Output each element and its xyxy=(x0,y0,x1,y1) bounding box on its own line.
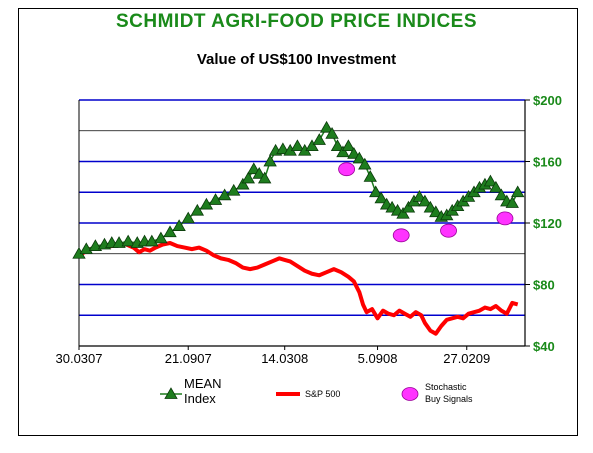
mean-index-point xyxy=(252,166,266,179)
legend-mean-marker xyxy=(164,387,178,399)
mean-index-point xyxy=(121,234,135,247)
mean-index-point xyxy=(276,142,290,155)
mean-index-point xyxy=(312,133,326,145)
mean-index-point xyxy=(489,180,503,193)
mean-index-point xyxy=(241,171,255,184)
mean-index-point xyxy=(363,170,377,182)
mean-index-point xyxy=(347,147,361,159)
x-tick-label: 14.0308 xyxy=(261,351,308,366)
mean-index-point xyxy=(163,225,177,238)
mean-index-point xyxy=(494,188,509,201)
mean-index-point xyxy=(330,139,345,152)
mean-index-point xyxy=(227,183,241,196)
sp500-line xyxy=(78,240,519,336)
mean-index-point xyxy=(145,234,159,247)
chart-subtitle: Value of US$100 Investment xyxy=(196,51,397,68)
y-tick-label: $40 xyxy=(533,339,555,354)
y-tick-label: $200 xyxy=(533,93,562,108)
mean-index-point xyxy=(172,219,186,231)
mean-index-point xyxy=(236,177,250,190)
mean-index-point xyxy=(79,242,93,255)
mean-index-point xyxy=(112,236,126,248)
legend-mean-label: Index xyxy=(184,391,216,406)
mean-index-point xyxy=(505,196,519,208)
x-tick-label: 21.0907 xyxy=(165,351,212,366)
mean-index-point xyxy=(181,211,195,224)
y-tick-label: $80 xyxy=(533,278,555,293)
mean-index-point xyxy=(154,231,168,244)
mean-index-point xyxy=(263,154,277,167)
buy-signal-point xyxy=(440,223,457,238)
mean-index-point xyxy=(199,197,214,210)
mean-index-point xyxy=(418,194,432,207)
mean-index-point xyxy=(88,239,103,251)
legend-signal-marker xyxy=(401,387,419,401)
mean-index-point xyxy=(257,171,272,184)
x-tick-label: 27.0209 xyxy=(443,351,490,366)
buy-signal-point xyxy=(496,211,514,226)
mean-index-point xyxy=(319,120,334,133)
mean-index-point xyxy=(396,206,410,219)
x-tick-label: 30.0307 xyxy=(56,351,103,366)
buy-signal-point xyxy=(392,228,410,243)
chart-title: SCHMIDT AGRI-FOOD PRICE INDICES xyxy=(115,11,478,32)
y-tick-label: $120 xyxy=(533,216,562,231)
legend-signal-label: Buy Signals xyxy=(425,394,473,404)
mean-index-point xyxy=(290,139,305,152)
y-tick-label: $160 xyxy=(533,155,562,170)
legend-signal-label: Stochastic xyxy=(425,382,467,392)
mean-index-point xyxy=(305,139,319,152)
mean-index-point xyxy=(247,162,261,175)
x-tick-label: 5.0908 xyxy=(358,351,398,366)
mean-index-point xyxy=(401,200,416,213)
legend-sp500-label: S&P 500 xyxy=(305,389,340,399)
mean-index-point xyxy=(325,127,339,139)
mean-index-point xyxy=(369,185,383,198)
mean-index-point xyxy=(336,145,350,158)
mean-index-point xyxy=(511,185,525,198)
mean-index-point xyxy=(429,205,443,218)
mean-index-point xyxy=(374,191,388,204)
mean-index-point xyxy=(352,151,367,164)
mean-index-point xyxy=(208,193,223,205)
mean-index-point xyxy=(423,200,438,213)
mean-index-point xyxy=(190,203,205,216)
mean-index-point xyxy=(341,139,356,152)
mean-index-point xyxy=(358,157,372,170)
mean-index-point xyxy=(412,190,427,202)
legend-mean-label: MEAN xyxy=(184,376,222,391)
mean-index-point xyxy=(483,174,498,187)
mean-index-point xyxy=(217,188,232,201)
buy-signal-point xyxy=(338,162,356,177)
